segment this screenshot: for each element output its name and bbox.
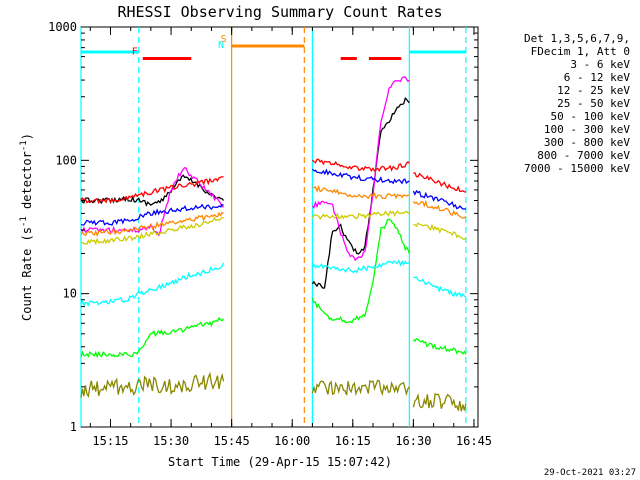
vertical-markers [80, 27, 467, 427]
series-line-100-300-kev [412, 199, 467, 219]
series-line-300-800-kev [80, 203, 224, 226]
x-tick-label: 15:30 [153, 434, 189, 448]
generation-timestamp: 29-Oct-2021 03:27 [544, 468, 636, 478]
legend-entry: 7000 - 15000 keV [524, 162, 630, 175]
legend: Det 1,3,5,6,7,9, FDecim 1, Att 0 3 - 6 k… [524, 32, 630, 175]
flag-label-n: N [218, 40, 224, 51]
series-line-25-50-kev [413, 276, 467, 298]
flag-label-f: F [132, 47, 138, 58]
series-line-300-800-kev [412, 189, 467, 210]
series-line-100-300-kev [80, 211, 224, 238]
legend-entry: 100 - 300 keV [544, 123, 630, 136]
legend-entry: 300 - 800 keV [544, 136, 630, 149]
series-line-300-800-kev [311, 168, 410, 185]
y-axis-label-part1: Count Rate (s [20, 227, 34, 321]
x-tick-label: 16:30 [395, 434, 431, 448]
legend-entry: 3 - 6 keV [570, 58, 630, 71]
x-tick-label: 15:45 [214, 434, 250, 448]
x-tick-label: 16:00 [274, 434, 310, 448]
x-tick-label: 16:45 [456, 434, 492, 448]
series-line-3-6-kev [311, 96, 410, 289]
legend-entry: 50 - 100 keV [551, 110, 631, 123]
series-line-7000-15000-kev [80, 371, 225, 398]
x-axis: 15:15 15:30 15:45 16:00 16:15 16:30 16:45 [89, 27, 492, 448]
y-axis-label-sup1: -1 [19, 216, 29, 227]
series-line-25-50-kev [80, 262, 225, 308]
series-line-12-25-kev [412, 338, 467, 356]
series-line-50-100-kev [311, 210, 410, 220]
legend-entry: 800 - 7000 keV [537, 149, 630, 162]
series-line-100-300-kev [312, 184, 410, 200]
y-axis-label-part2: detector [20, 151, 34, 216]
y-tick-label: 100 [55, 153, 77, 167]
legend-entry: 25 - 50 keV [557, 97, 630, 110]
flags-layer: N F S [81, 34, 466, 61]
y-axis: 1 10 100 1000 [48, 20, 478, 434]
series-line-800-7000-kev [80, 176, 224, 205]
series-line-800-7000-kev [413, 171, 466, 193]
legend-header-line2: FDecim 1, Att 0 [531, 45, 630, 58]
x-tick-label: 16:15 [335, 434, 371, 448]
legend-header-line1: Det 1,3,5,6,7,9, [524, 32, 630, 45]
series-line-50-100-kev [413, 222, 467, 240]
series-line-7000-15000-kev [412, 392, 467, 412]
y-tick-label: 1000 [48, 20, 77, 34]
series-line-50-100-kev [80, 216, 224, 246]
series-line-12-25-kev [311, 218, 410, 324]
y-axis-label: Count Rate (s-1 detector-1) [19, 133, 34, 321]
series-line-800-7000-kev [311, 158, 410, 173]
y-axis-label-part3: ) [20, 133, 34, 140]
x-axis-label: Start Time (29-Apr-15 15:07:42) [168, 455, 392, 469]
series-line-12-25-kev [80, 316, 225, 359]
flag-label-s: S [221, 34, 227, 45]
series-layer [80, 76, 467, 412]
x-tick-label: 15:15 [92, 434, 128, 448]
series-line-7000-15000-kev [311, 379, 410, 397]
y-tick-label: 1 [70, 420, 77, 434]
legend-entry: 12 - 25 keV [557, 84, 630, 97]
series-line-6-12-kev [80, 166, 224, 237]
series-line-25-50-kev [311, 259, 410, 274]
y-tick-label: 10 [63, 287, 77, 301]
legend-entry: 6 - 12 keV [564, 71, 631, 84]
y-axis-label-sup2: -1 [19, 140, 29, 151]
chart-title: RHESSI Observing Summary Count Rates [117, 3, 442, 21]
series-line-6-12-kev [311, 76, 410, 262]
